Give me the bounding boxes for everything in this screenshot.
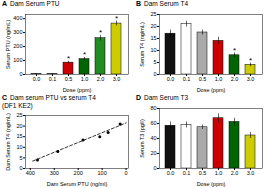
svg-text:Serum T4 (ng/mL): Serum T4 (ng/mL) <box>139 22 145 67</box>
svg-text:1.0: 1.0 <box>215 76 223 82</box>
svg-text:Serum PTU (ng/mL): Serum PTU (ng/mL) <box>5 20 11 69</box>
svg-text:0: 0 <box>153 165 156 171</box>
svg-text:0.1: 0.1 <box>183 170 191 176</box>
svg-text:3.0: 3.0 <box>113 76 121 82</box>
svg-text:15: 15 <box>16 133 22 139</box>
svg-text:400: 400 <box>13 15 22 21</box>
svg-text:*: * <box>249 56 252 65</box>
svg-text:60: 60 <box>150 120 156 126</box>
svg-text:400: 400 <box>26 170 35 176</box>
svg-text:300: 300 <box>50 170 59 176</box>
svg-text:1.0: 1.0 <box>81 76 89 82</box>
svg-text:2.0: 2.0 <box>97 76 105 82</box>
svg-text:3.0: 3.0 <box>247 170 255 176</box>
svg-text:15: 15 <box>150 35 156 41</box>
svg-text:20: 20 <box>150 23 156 29</box>
svg-text:20: 20 <box>16 123 22 129</box>
svg-text:*: * <box>115 14 118 23</box>
svg-text:25: 25 <box>16 112 22 118</box>
svg-text:2.0: 2.0 <box>231 76 239 82</box>
svg-text:100: 100 <box>98 170 107 176</box>
svg-text:200: 200 <box>74 170 83 176</box>
svg-text:0: 0 <box>153 71 156 77</box>
svg-text:3.0: 3.0 <box>247 76 255 82</box>
svg-text:0.5: 0.5 <box>65 76 73 82</box>
html-text:(DF1 KE2): (DF1 KE2) <box>2 101 33 109</box>
svg-text:Dose (ppm): Dose (ppm) <box>63 87 92 93</box>
svg-text:*: * <box>67 54 70 63</box>
svg-text:2.0: 2.0 <box>231 170 239 176</box>
svg-text:200: 200 <box>13 43 22 49</box>
svg-text:25: 25 <box>150 11 156 17</box>
svg-text:Dam Serum T4 (ng/mL): Dam Serum T4 (ng/mL) <box>5 113 11 171</box>
html-text:C Dam serum PTU vs serum T4: C Dam serum PTU vs serum T4 <box>2 94 96 101</box>
svg-text:5: 5 <box>153 59 156 65</box>
svg-text:0.0: 0.0 <box>167 76 175 82</box>
svg-text:0: 0 <box>19 71 22 77</box>
svg-text:0: 0 <box>125 170 128 176</box>
svg-text:Dam Serum PTU (ng/ml): Dam Serum PTU (ng/ml) <box>47 181 108 187</box>
svg-text:0.5: 0.5 <box>199 76 207 82</box>
html-text:A Dam Serum PTU: A Dam Serum PTU <box>2 0 60 7</box>
svg-text:40: 40 <box>150 135 156 141</box>
svg-text:*: * <box>233 46 236 55</box>
svg-text:5: 5 <box>19 155 22 161</box>
html-text:B Dam Serum T4: B Dam Serum T4 <box>136 0 188 7</box>
svg-text:20: 20 <box>150 150 156 156</box>
svg-text:100: 100 <box>13 57 22 63</box>
svg-text:0.0: 0.0 <box>33 76 41 82</box>
svg-text:Dose (ppm): Dose (ppm) <box>197 87 226 93</box>
svg-text:*: * <box>83 50 86 59</box>
svg-text:10: 10 <box>16 144 22 150</box>
svg-text:10: 10 <box>150 47 156 53</box>
svg-text:0.1: 0.1 <box>49 76 57 82</box>
svg-text:300: 300 <box>13 29 22 35</box>
svg-text:0: 0 <box>19 165 22 171</box>
svg-text:Serum T3 (pg/I): Serum T3 (pg/I) <box>139 119 145 158</box>
svg-text:0.0: 0.0 <box>167 170 175 176</box>
svg-text:Dose (ppm): Dose (ppm) <box>197 181 226 187</box>
svg-text:0.1: 0.1 <box>183 76 191 82</box>
svg-text:1.0: 1.0 <box>215 170 223 176</box>
html-text:D Dam Serum T3: D Dam Serum T3 <box>136 94 188 101</box>
svg-text:0.5: 0.5 <box>199 170 207 176</box>
svg-text:80: 80 <box>150 105 156 111</box>
svg-text:*: * <box>99 28 102 37</box>
